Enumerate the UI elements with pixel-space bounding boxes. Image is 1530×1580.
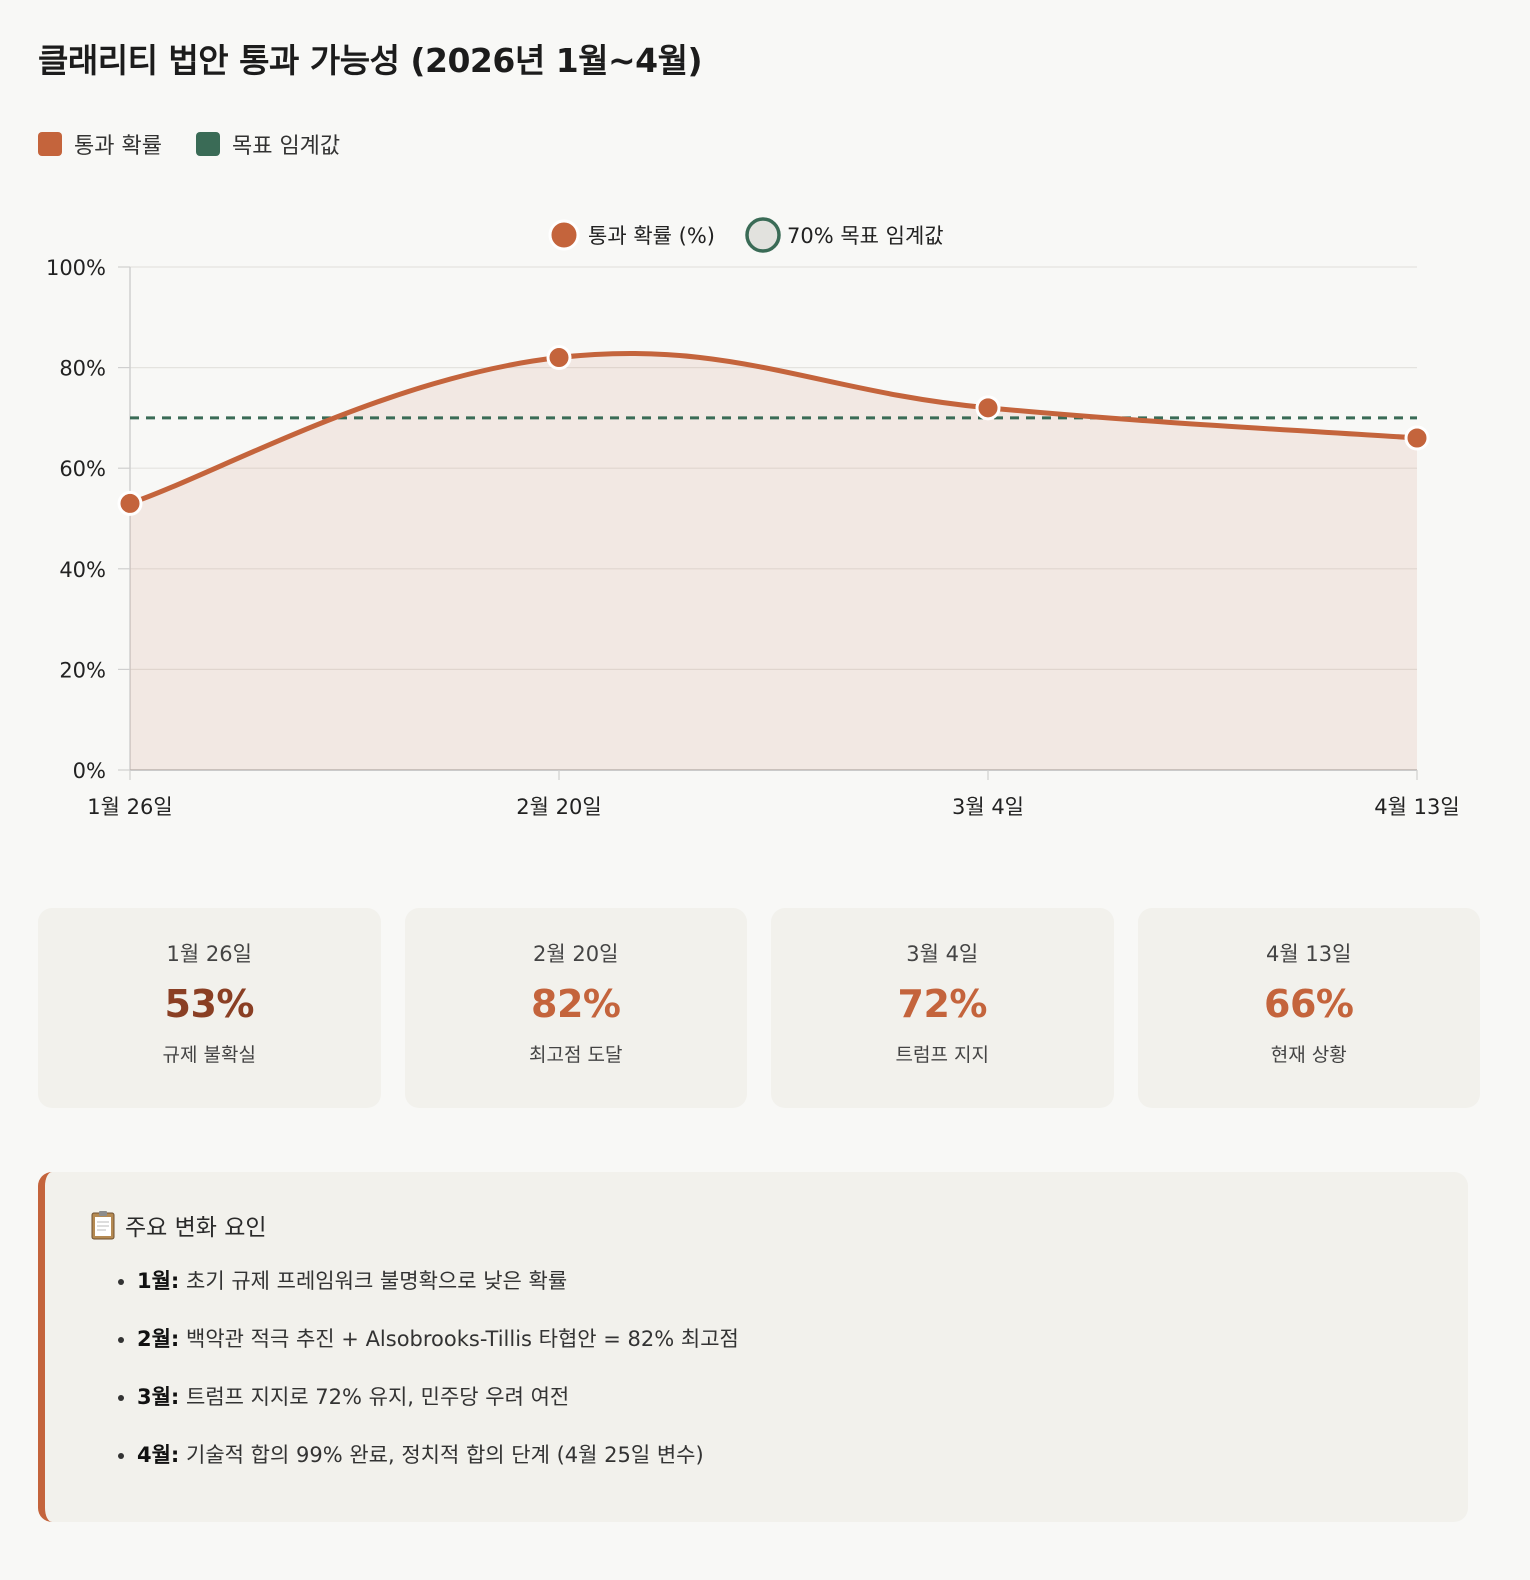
card-value: 53%	[164, 982, 255, 1026]
x-tick-label: 1월 26일	[87, 795, 172, 819]
list-item: 1월: 초기 규제 프레임워크 불명확으로 낮은 확률	[137, 1268, 1468, 1294]
y-tick-label: 80%	[59, 357, 106, 381]
card-date: 2월 20일	[533, 942, 619, 966]
y-tick-label: 20%	[59, 658, 106, 682]
probability-area	[130, 353, 1417, 770]
line-chart: 0% 20% 40% 60% 80% 100% 1월 26일 2월 20일 3월 4일 4월 13…	[46, 217, 1460, 819]
page-title: 클래리티 법안 통과 가능성 (2026년 1월~4월)	[38, 41, 703, 80]
legend-label-threshold: 목표 임계값	[231, 134, 341, 159]
y-tick-label: 100%	[46, 256, 106, 280]
legend-label-probability: 통과 확률	[74, 134, 162, 159]
legend-marker-probability	[548, 219, 580, 251]
list-item-text: 초기 규제 프레임워크 불명확으로 낮은 확률	[186, 1269, 568, 1293]
y-tick-label: 0%	[73, 759, 106, 783]
card-description: 규제 불확실	[162, 1044, 256, 1066]
list-item-text: 백악관 적극 추진 + Alsobrooks-Tillis 타협안 = 82% …	[186, 1327, 739, 1351]
x-tick-label: 3월 4일	[952, 795, 1024, 819]
key-factors-heading: 주요 변화 요인	[125, 1215, 267, 1241]
list-item-label: 3월:	[137, 1385, 180, 1409]
x-tick-label: 4월 13일	[1374, 795, 1459, 819]
card-description: 트럼프 지지	[895, 1044, 989, 1066]
x-tick-label: 2월 20일	[516, 795, 601, 819]
y-tick-label: 40%	[59, 558, 106, 582]
list-item: 2월: 백악관 적극 추진 + Alsobrooks-Tillis 타협안 = …	[137, 1326, 1468, 1352]
card-description: 최고점 도달	[529, 1044, 623, 1066]
data-point	[975, 395, 1001, 421]
chart-legend-top: 통과 확률 목표 임계값	[38, 128, 340, 160]
card-description: 현재 상황	[1270, 1044, 1347, 1066]
legend-swatch-probability	[38, 132, 62, 156]
key-factors-list: 1월: 초기 규제 프레임워크 불명확으로 낮은 확률 2월: 백악관 적극 추…	[91, 1268, 1468, 1468]
legend-item-threshold[interactable]: 목표 임계값	[195, 128, 341, 160]
card-date: 4월 13일	[1266, 942, 1352, 966]
key-factors-heading-row: 주요 변화 요인	[91, 1208, 1468, 1242]
card-date: 1월 26일	[166, 942, 252, 966]
card-value: 72%	[897, 982, 988, 1026]
legend-marker-threshold	[745, 217, 781, 253]
list-item: 4월: 기술적 합의 99% 완료, 정치적 합의 단계 (4월 25일 변수)	[137, 1442, 1468, 1468]
summary-card: 4월 13일 66% 현재 상황	[1137, 908, 1480, 1108]
list-item-text: 트럼프 지지로 72% 유지, 민주당 우려 여전	[186, 1385, 570, 1409]
list-item-label: 2월:	[137, 1327, 180, 1351]
list-item-label: 4월:	[137, 1443, 180, 1467]
legend-item-probability[interactable]: 통과 확률	[38, 128, 162, 160]
summary-card: 3월 4일 72% 트럼프 지지	[771, 908, 1114, 1108]
card-value: 66%	[1264, 982, 1354, 1026]
key-factors-panel: 주요 변화 요인 1월: 초기 규제 프레임워크 불명확으로 낮은 확률 2월:…	[38, 1172, 1468, 1522]
card-value: 82%	[531, 982, 621, 1026]
probability-line	[127, 350, 1420, 506]
data-point	[117, 490, 143, 516]
legend-label-probability: 통과 확률 (%)	[588, 224, 715, 248]
data-point	[546, 345, 572, 371]
clipboard-icon	[91, 1210, 115, 1240]
data-point	[1404, 425, 1430, 451]
legend-swatch-threshold	[195, 132, 220, 156]
list-item-text: 기술적 합의 99% 완료, 정치적 합의 단계 (4월 25일 변수)	[186, 1443, 704, 1467]
y-tick-label: 60%	[59, 457, 106, 481]
summary-card: 1월 26일 53% 규제 불확실	[38, 908, 381, 1108]
summary-card: 2월 20일 82% 최고점 도달	[404, 908, 747, 1108]
list-item: 3월: 트럼프 지지로 72% 유지, 민주당 우려 여전	[137, 1384, 1468, 1410]
list-item-label: 1월:	[137, 1269, 180, 1293]
card-date: 3월 4일	[906, 942, 979, 966]
legend-label-threshold: 70% 목표 임계값	[787, 224, 944, 248]
summary-cards: 1월 26일 53% 규제 불확실 2월 20일 82% 최고점 도달 3월 4…	[38, 908, 1480, 1108]
